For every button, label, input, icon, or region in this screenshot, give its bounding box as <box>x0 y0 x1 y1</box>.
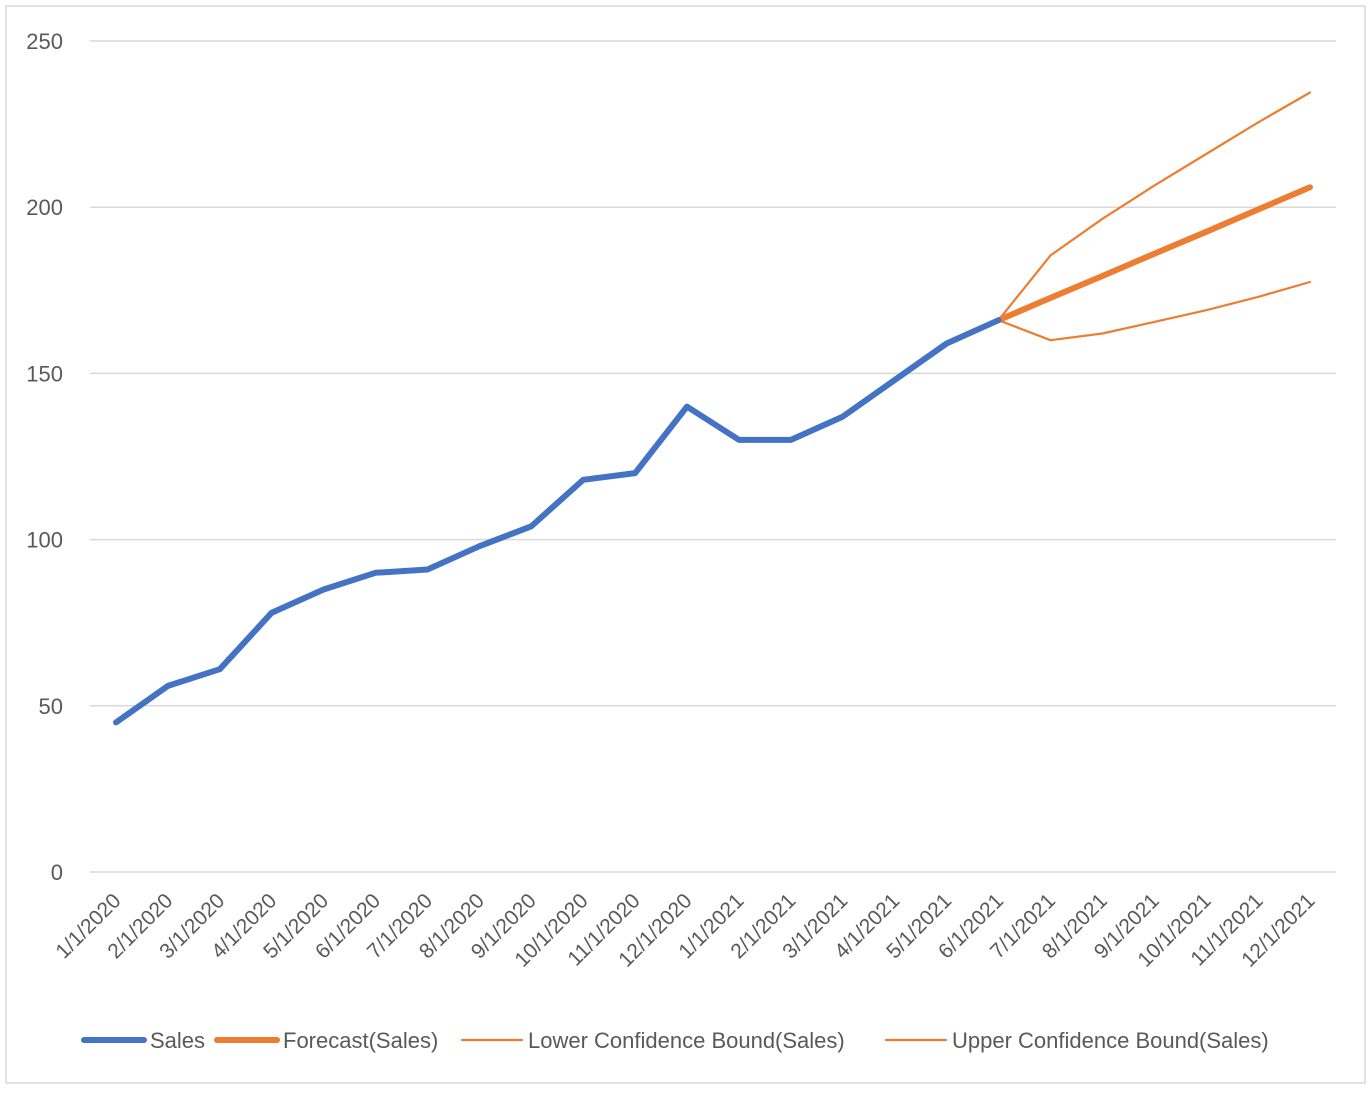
legend-label-lower-confidence-bound-sales: Lower Confidence Bound(Sales) <box>528 1028 845 1053</box>
series-line-forecast-sales <box>995 184 1313 324</box>
series-line-upper-confidence-bound-sales <box>997 91 1312 322</box>
legend-label-upper-confidence-bound-sales: Upper Confidence Bound(Sales) <box>952 1028 1269 1053</box>
y-tick-label: 50 <box>39 694 63 719</box>
plot-lines <box>113 91 1313 726</box>
legend-label-forecast-sales: Forecast(Sales) <box>283 1028 438 1053</box>
y-tick-label: 100 <box>26 528 63 553</box>
y-axis: 0 50 100 150 200 250 <box>26 29 63 885</box>
gridlines <box>90 40 1336 873</box>
y-tick-label: 0 <box>51 860 63 885</box>
series-line-sales <box>113 317 1002 726</box>
y-tick-label: 150 <box>26 361 63 386</box>
series-line-lower-confidence-bound-sales <box>997 280 1312 342</box>
legend: Sales Forecast(Sales) Lower Confidence Bou… <box>81 1028 1269 1053</box>
chart-frame <box>5 5 1366 1084</box>
y-tick-label: 250 <box>26 29 63 54</box>
y-tick-label: 200 <box>26 195 63 220</box>
legend-label-sales: Sales <box>150 1028 205 1053</box>
